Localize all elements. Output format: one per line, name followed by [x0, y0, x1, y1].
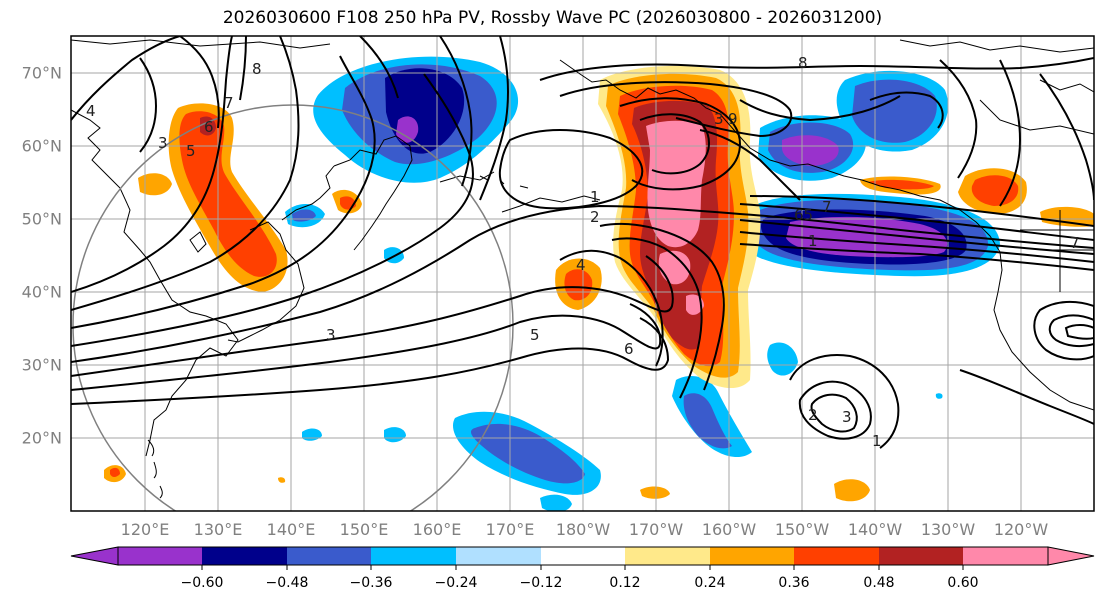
contour-label: 4 [576, 256, 586, 274]
colorbar-tick-label: 0.48 [863, 575, 895, 591]
contour-label: 3 [714, 110, 724, 128]
colorbar-tick-label: −0.12 [519, 575, 563, 591]
colorbar-segment [963, 547, 1048, 565]
longitude-label: 140°W [847, 520, 903, 539]
contour-label: 3 [326, 326, 336, 344]
colorbar-segment [287, 547, 371, 565]
colorbar-tick-label: 0.24 [694, 575, 726, 591]
contour-label: 2 [808, 406, 818, 424]
contour-label: 8 [798, 54, 808, 72]
contour-label: 6 [624, 340, 634, 358]
longitude-label: 130°W [920, 520, 976, 539]
contour-label: 1 [808, 232, 818, 250]
colorbar-segment [118, 547, 202, 565]
longitude-label: 140°E [266, 520, 316, 539]
latitude-label: 20°N [21, 428, 62, 448]
longitude-label: 150°W [774, 520, 830, 539]
colorbar-segment [710, 547, 794, 565]
coastlines [71, 39, 1094, 499]
longitude-label: 150°E [339, 520, 389, 539]
contour-label: 7 [224, 94, 234, 112]
longitude-label: 180°W [555, 520, 611, 539]
colorbar-segment [202, 547, 287, 565]
colorbar-extend-high [1047, 546, 1095, 566]
latitude-label: 30°N [21, 355, 62, 375]
longitude-label: 120°W [993, 520, 1049, 539]
map-gridlines [71, 36, 1094, 511]
contour-label: 9 [728, 110, 738, 128]
colorbar-tick-label: −0.48 [265, 575, 309, 591]
colorbar-tick-label: −0.36 [349, 575, 393, 591]
contour-label: 5 [186, 142, 196, 160]
contour-label: 2 [590, 208, 600, 226]
colorbar-segment [541, 547, 625, 565]
longitude-label: 170°E [485, 520, 535, 539]
colorbar-tick-label: 0.60 [947, 575, 979, 591]
colorbar-segment [625, 547, 710, 565]
contour-label: 7 [1070, 234, 1080, 252]
contour-label: 6 [204, 118, 214, 136]
colorbar-segment [456, 547, 541, 565]
latitude-label: 60°N [21, 136, 62, 156]
colorbar-extend-low [70, 546, 119, 566]
contour-label: 8 [252, 60, 262, 78]
colorbar-tick-label: −0.24 [434, 575, 478, 591]
page-title: 2026030600 F108 250 hPa PV, Rossby Wave … [222, 8, 883, 28]
colorbar-segment [371, 547, 456, 565]
contour-label: 3 [158, 134, 168, 152]
map-frame [70, 35, 1095, 512]
longitude-label: 160°E [412, 520, 462, 539]
latitude-label: 50°N [21, 209, 62, 229]
contour-label: 1 [872, 432, 882, 450]
contour-label: 7 [822, 198, 832, 216]
colorbar-outline [117, 546, 1049, 566]
contour-labels: 4 6 7 8 3 5 3 8 1 2 4 5 6 1 7 65 7 2 3 1… [86, 54, 1080, 450]
colorbar-tick-label: −0.60 [180, 575, 224, 591]
contour-label: 3 [842, 408, 852, 426]
latitude-label: 40°N [21, 282, 62, 302]
contour-label: 5 [530, 326, 540, 344]
colorbar-segment [879, 547, 963, 565]
longitude-label: 170°W [628, 520, 684, 539]
latitude-label: 70°N [21, 63, 62, 83]
contour-label: 65 [794, 206, 813, 224]
contour-label: 4 [86, 102, 96, 120]
colorbar-segment [794, 547, 879, 565]
longitude-label: 130°E [193, 520, 243, 539]
pv-contours [71, 36, 1094, 449]
colorbar [70, 546, 1095, 570]
colorbar-tick-label: 0.12 [609, 575, 641, 591]
longitude-label: 160°W [701, 520, 757, 539]
colorbar-tick-label: 0.36 [778, 575, 810, 591]
longitude-label: 120°E [120, 520, 170, 539]
contour-label: 1 [590, 188, 600, 206]
